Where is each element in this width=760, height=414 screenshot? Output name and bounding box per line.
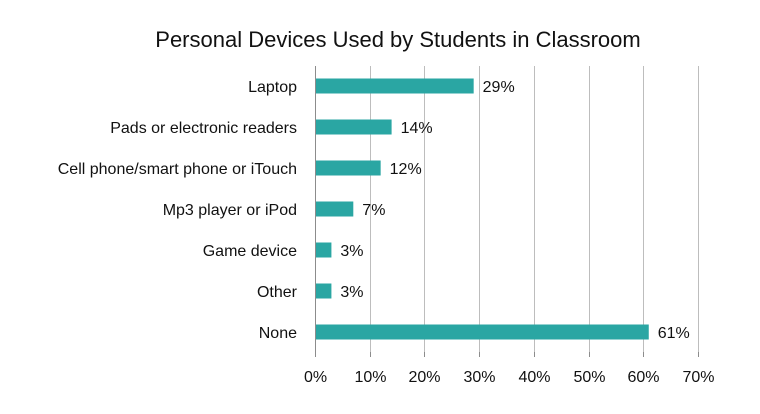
- bar-6: [316, 283, 332, 299]
- bar-5: [316, 242, 332, 258]
- category-label: Pads or electronic readers: [110, 120, 297, 137]
- category-label: Other: [257, 284, 298, 301]
- value-labels: 29% 14% 12% 7% 3% 3% 61%: [340, 79, 689, 342]
- x-tick-label: 70%: [682, 369, 714, 386]
- x-tick-label: 20%: [408, 369, 440, 386]
- x-tick-label: 30%: [463, 369, 495, 386]
- bar-2: [316, 119, 392, 135]
- bars: [316, 78, 649, 340]
- x-tick-label: 0%: [304, 369, 327, 386]
- bar-3: [316, 160, 381, 176]
- gridlines: [370, 66, 699, 352]
- x-axis: 0% 10% 20% 30% 40% 50% 60% 70%: [304, 66, 715, 386]
- x-tick-label: 10%: [354, 369, 386, 386]
- x-tick-label: 40%: [518, 369, 550, 386]
- value-label: 7%: [362, 202, 385, 219]
- value-label: 3%: [340, 243, 363, 260]
- x-tick-label: 50%: [573, 369, 605, 386]
- category-label: None: [259, 325, 297, 342]
- bar-4: [316, 201, 354, 217]
- category-label: Cell phone/smart phone or iTouch: [58, 161, 297, 178]
- bar-7: [316, 324, 649, 340]
- value-label: 3%: [340, 284, 363, 301]
- category-label: Game device: [203, 243, 297, 260]
- bar-1: [316, 78, 474, 94]
- category-labels: Laptop Pads or electronic readers Cell pho…: [58, 79, 298, 342]
- category-label: Mp3 player or iPod: [163, 202, 297, 219]
- x-tick-label: 60%: [627, 369, 659, 386]
- chart-title: Personal Devices Used by Students in Cla…: [155, 27, 640, 52]
- value-label: 14%: [401, 120, 433, 137]
- value-label: 12%: [390, 161, 422, 178]
- value-label: 29%: [483, 79, 515, 96]
- category-label: Laptop: [248, 79, 297, 96]
- value-label: 61%: [658, 325, 690, 342]
